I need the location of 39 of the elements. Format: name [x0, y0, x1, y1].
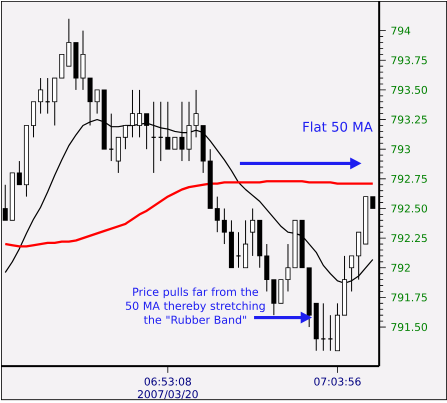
y-tick-label: 792.50 — [391, 204, 428, 212]
candlestick — [66, 18, 72, 66]
y-tick-label: 793.75 — [391, 56, 427, 64]
candlestick — [38, 77, 44, 114]
candlestick — [243, 220, 248, 268]
candlestick — [264, 243, 270, 292]
x-tick-label: 07:03:56 — [314, 377, 361, 386]
candlestick — [172, 136, 178, 150]
x-tick-label: 06:53:08 — [144, 377, 191, 386]
annotation: Flat 50 MA — [303, 121, 373, 132]
candlestick — [222, 208, 227, 244]
candlestick — [320, 302, 326, 352]
candlestick — [278, 278, 284, 304]
candlestick — [59, 54, 64, 78]
candlestick — [271, 278, 276, 316]
candlestick — [44, 77, 50, 114]
candlestick — [94, 89, 100, 114]
y-tick-label: 793.50 — [391, 86, 428, 94]
candlestick — [370, 196, 376, 209]
y-tick-label: 792.25 — [391, 234, 427, 242]
candlestick — [30, 101, 36, 138]
candlestick — [250, 208, 256, 256]
candlestick — [122, 124, 128, 150]
y-tick-label: 793 — [391, 144, 410, 153]
y-tick-label: 792 — [391, 263, 410, 272]
y-tick-label: 792.75 — [391, 174, 427, 183]
y-tick-label: 791.50 — [391, 322, 428, 331]
candlestick — [356, 231, 362, 280]
candlestick — [116, 136, 121, 174]
y-tick-label: 793.25 — [391, 115, 427, 124]
candlestick — [16, 160, 22, 186]
candlestick — [285, 243, 290, 292]
candlestick — [52, 77, 58, 126]
candlestick — [80, 30, 86, 90]
text: 2007/03/20 — [138, 390, 198, 399]
candlestick — [214, 196, 220, 232]
y-tick-label: 794 — [391, 26, 410, 34]
annotation: Price pulls far from the 50 MA thereby stretching the "Rubber Band" — [126, 287, 265, 324]
y-tick-label: 791.75 — [391, 293, 427, 302]
